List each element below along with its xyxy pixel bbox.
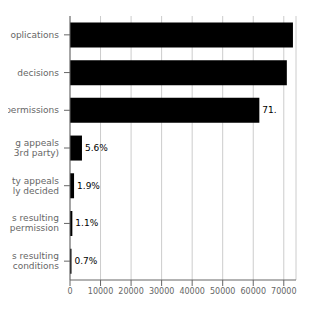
svg-text:71.: 71. (262, 105, 276, 115)
svg-text:s resultingconditions: s resultingconditions (12, 251, 59, 271)
svg-text:s resultingpermission: s resultingpermission (10, 213, 59, 233)
svg-text:40000: 40000 (179, 287, 204, 296)
svg-text:60000: 60000 (241, 287, 266, 296)
svg-text:10000: 10000 (88, 287, 113, 296)
svg-text:1.1%: 1.1% (75, 218, 98, 228)
svg-text:30000: 30000 (149, 287, 174, 296)
svg-text:1.9%: 1.9% (77, 181, 100, 191)
svg-text:ty appealsly decided: ty appealsly decided (12, 176, 59, 196)
svg-text:5.6%: 5.6% (85, 143, 108, 153)
svg-text:0.7%: 0.7% (74, 256, 97, 266)
svg-text:0: 0 (67, 287, 72, 296)
svg-text:g appeals3rd party): g appeals3rd party) (14, 138, 59, 158)
svg-text:oplications: oplications (10, 30, 59, 40)
svg-text:70000: 70000 (271, 287, 296, 296)
svg-text:50000: 50000 (210, 287, 235, 296)
svg-text:20000: 20000 (118, 287, 143, 296)
svg-text:permissions: permissions (8, 105, 59, 115)
svg-text:decisions: decisions (17, 68, 59, 78)
